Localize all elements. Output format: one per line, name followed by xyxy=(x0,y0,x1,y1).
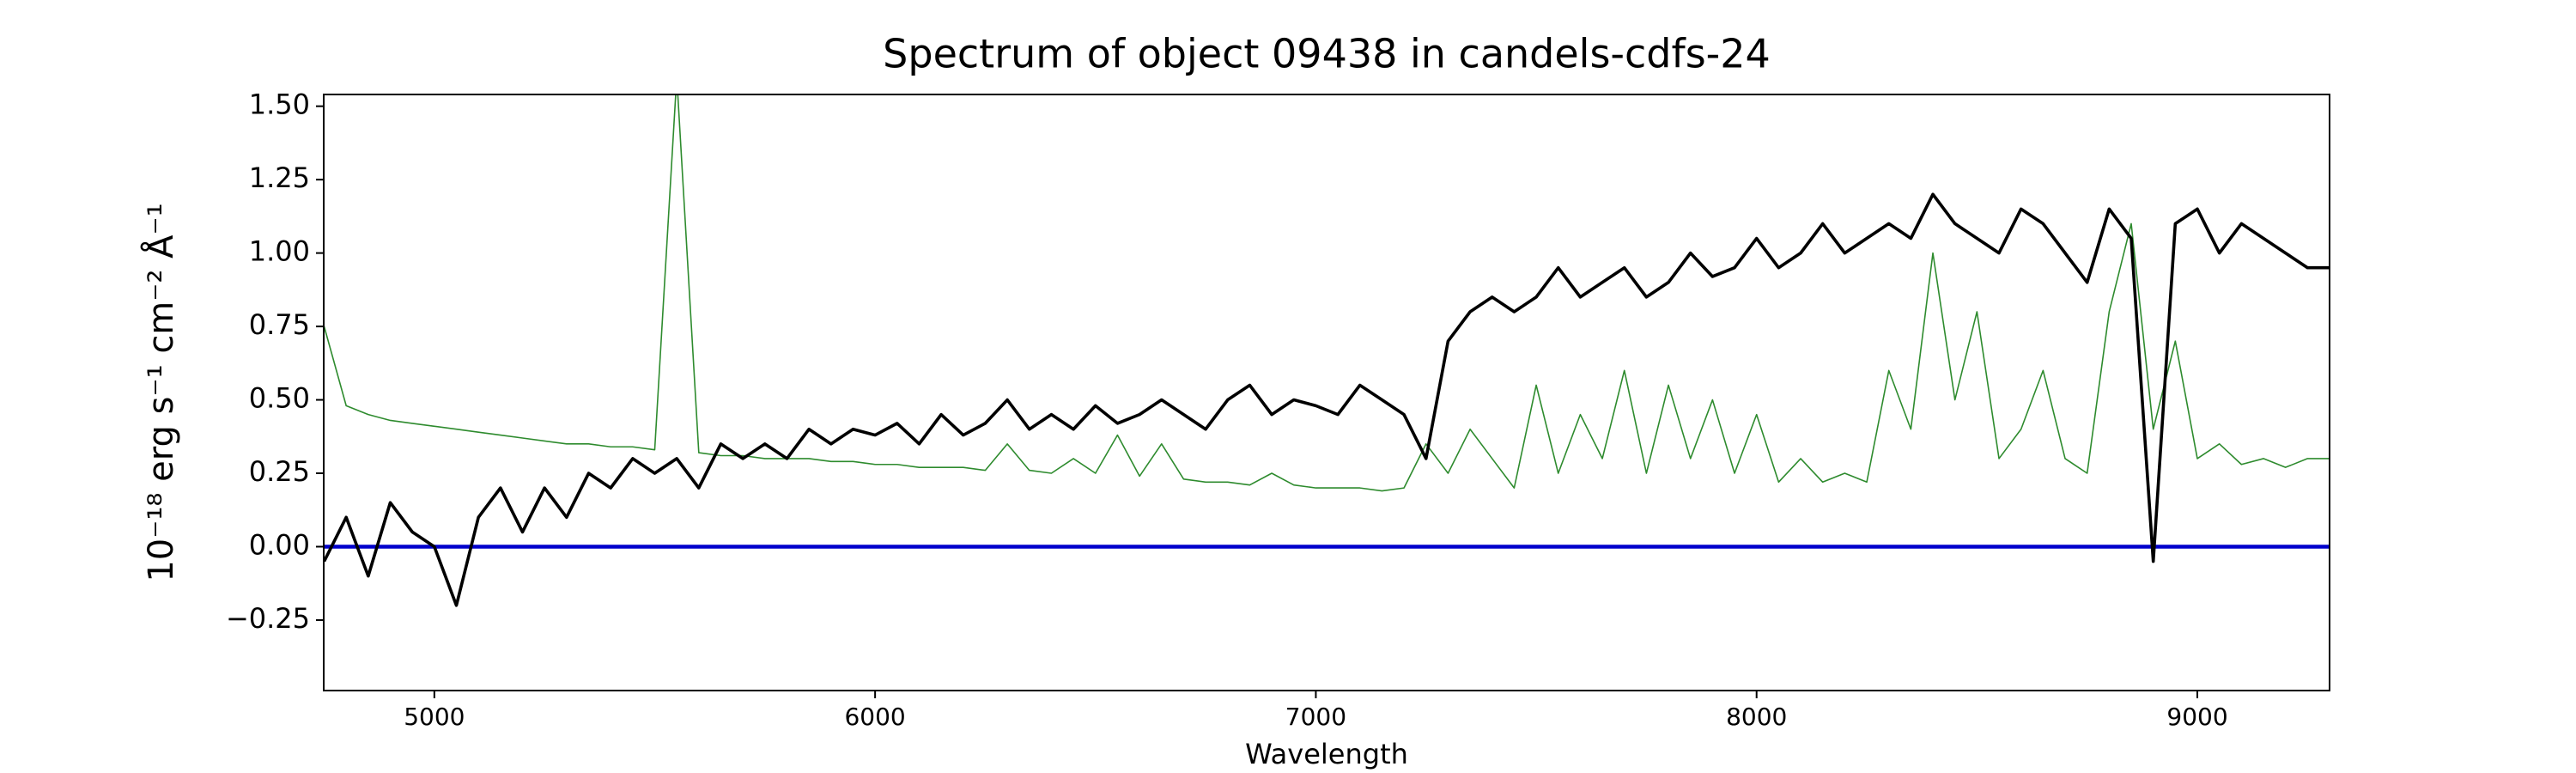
axes-frame xyxy=(323,94,2330,691)
plot-area xyxy=(324,94,2330,607)
y-tick-label: 1.00 xyxy=(249,235,310,268)
x-tick-label: 9000 xyxy=(2166,703,2227,731)
x-axis-label: Wavelength xyxy=(1245,738,1408,770)
y-tick-label: 0.75 xyxy=(249,308,310,341)
y-tick-label: −0.25 xyxy=(226,602,310,635)
y-tick-label: 0.25 xyxy=(249,455,310,488)
spectrum-line xyxy=(324,192,2330,607)
spectrum-line xyxy=(324,94,2330,492)
y-axis-label: 10⁻¹⁸ erg s⁻¹ cm⁻² Å⁻¹ xyxy=(140,203,181,581)
x-tick-label: 6000 xyxy=(844,703,905,731)
y-tick-label: 0.50 xyxy=(249,382,310,415)
x-tick-label: 7000 xyxy=(1285,703,1346,731)
y-tick-label: 1.25 xyxy=(249,161,310,194)
x-tick-label: 5000 xyxy=(404,703,465,731)
y-tick-label: 0.00 xyxy=(249,528,310,561)
y-tick-label: 1.50 xyxy=(249,88,310,121)
x-tick-label: 8000 xyxy=(1726,703,1787,731)
chart-title: Spectrum of object 09438 in candels-cdfs… xyxy=(883,31,1771,77)
